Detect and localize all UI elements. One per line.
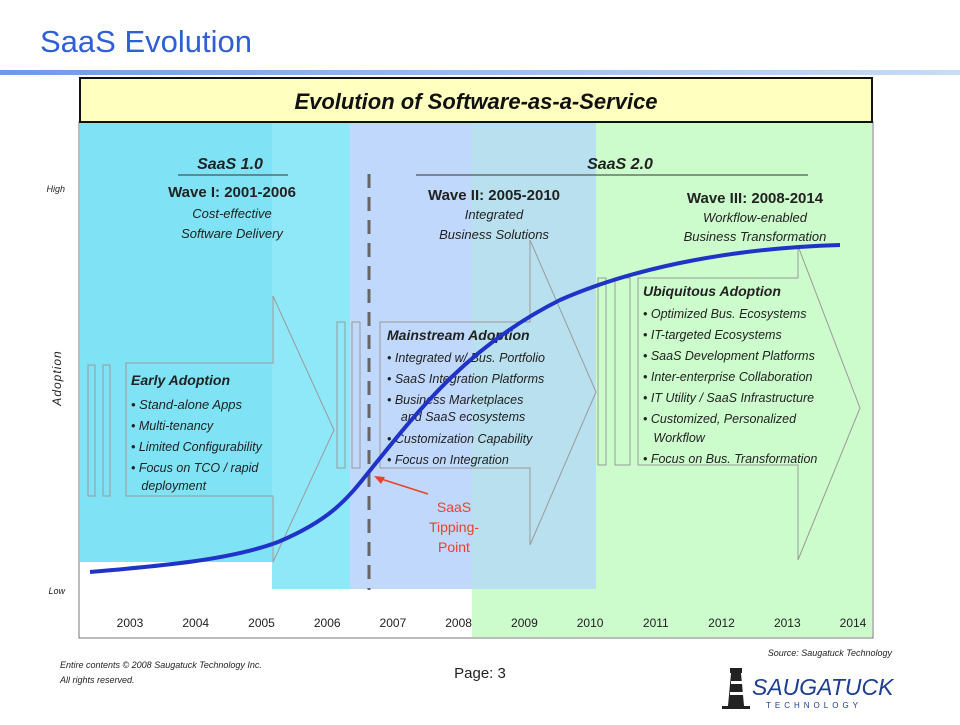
year-axis: 2003 2004 2005 2006 2007 2008 2009 2010 2011 2012… [117,616,867,630]
y-axis-label: Adoption [50,350,64,406]
ubiquitous-item: • IT-targeted Ecosystems [643,328,782,342]
wave2-line2: Business Solutions [439,227,549,242]
tipping-point-label: SaaS [437,499,471,515]
source-note: Source: Saugatuck Technology [768,648,893,658]
wave3-band [596,123,872,637]
year-label: 2004 [182,616,209,630]
mainstream-item: • Customization Capability [387,432,533,446]
early-item: • Limited Configurability [131,440,263,454]
year-label: 2006 [314,616,341,630]
diagram-banner [79,77,873,123]
wave3-band-lower [472,589,596,637]
copyright-line2: All rights reserved. [59,675,135,685]
ubiquitous-item: • IT Utility / SaaS Infrastructure [643,391,814,405]
saas1-label: SaaS 1.0 [197,156,263,173]
mainstream-item: • SaaS Integration Platforms [387,372,544,386]
wave2-wave3-overlap [472,123,596,589]
mainstream-item: • Integrated w/ Bus. Portfolio [387,351,545,365]
wave2-title: Wave II: 2005-2010 [428,187,560,204]
y-high-label: High [46,184,65,194]
year-label: 2005 [248,616,275,630]
logo-wordmark: SAUGATUCK [752,674,895,700]
year-label: 2009 [511,616,538,630]
page-number: Page: 3 [454,665,506,682]
y-low-label: Low [48,586,65,596]
copyright-line1: Entire contents © 2008 Saugatuck Technol… [60,660,262,670]
year-label: 2003 [117,616,144,630]
wave1-line1: Cost-effective [192,206,271,221]
title-rule [0,70,960,75]
early-item: deployment [131,479,207,493]
tipping-point-label: Tipping- [429,519,479,535]
early-item: • Focus on TCO / rapid [131,461,259,475]
ubiquitous-item: • Inter-enterprise Collaboration [643,370,813,384]
year-label: 2007 [380,616,407,630]
ubiquitous-item: • Customized, Personalized [643,412,797,426]
mainstream-item: and SaaS ecosystems [387,410,525,424]
mainstream-item: • Focus on Integration [387,453,509,467]
year-label: 2012 [708,616,735,630]
adoption-curve [89,243,841,574]
mainstream-adoption-arrow [336,239,597,546]
wave3-line1: Workflow-enabled [703,210,808,225]
wave2-line1: Integrated [465,207,524,222]
lighthouse-icon [722,668,750,709]
mainstream-item: • Business Marketplaces [387,393,523,407]
wave3-title: Wave III: 2008-2014 [687,190,824,207]
year-label: 2010 [577,616,604,630]
ubiquitous-item: • Focus on Bus. Transformation [643,452,817,466]
banner-text: Evolution of Software-as-a-Service [294,89,657,114]
tipping-point-arrowhead [374,476,385,484]
early-adoption-arrow [87,295,335,563]
early-item: • Multi-tenancy [131,419,214,433]
saas2-label: SaaS 2.0 [587,156,653,173]
tipping-point-label: Point [438,539,470,555]
ubiquitous-adoption-heading: Ubiquitous Adoption [643,283,781,299]
slide-title: SaaS Evolution [40,24,252,59]
ubiquitous-item: • Optimized Bus. Ecosystems [643,307,806,321]
year-label: 2014 [840,616,867,630]
year-label: 2011 [643,616,669,630]
ubiquitous-item: Workflow [643,431,706,445]
year-label: 2013 [774,616,801,630]
early-adoption-heading: Early Adoption [131,372,230,388]
ubiquitous-item: • SaaS Development Platforms [643,349,815,363]
year-label: 2008 [445,616,472,630]
wave1-line2: Software Delivery [181,226,284,241]
early-item: • Stand-alone Apps [131,397,243,412]
wave3-line2: Business Transformation [684,229,827,244]
saugatuck-logo: SAUGATUCK TECHNOLOGY [722,668,895,710]
logo-subtitle: TECHNOLOGY [766,701,862,710]
tipping-point-pointer [377,477,429,495]
wave1-title: Wave I: 2001-2006 [168,184,296,201]
